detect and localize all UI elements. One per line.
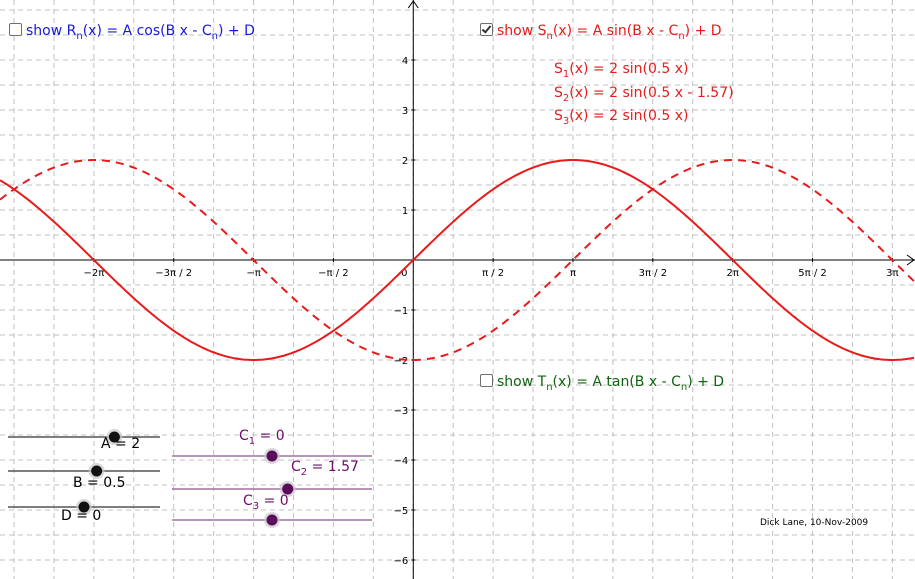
tick-labels: −2π −3π / 2 −π −π / 2 0 π / 2 π 3π / 2 2π 5π / 2 3… [83,56,898,567]
sliders[interactable] [8,429,372,528]
slider-a-label: A = 2 [101,436,141,452]
x-tick-label: −π [246,268,260,279]
show-s-checkbox[interactable] [480,23,493,36]
x-tick-label: π / 2 [482,268,504,279]
x-tick-label: −π / 2 [318,268,349,279]
slider-a-handle[interactable] [108,431,120,443]
slider-b-handle[interactable] [91,465,103,477]
show-r-checkbox-row[interactable]: show Rn(x) = A cos(B x - Cn) + D [9,22,255,45]
curve-s1 [0,159,915,361]
x-axis-arrow [906,254,915,266]
show-s-checkbox-row[interactable]: show Sn(x) = A sin(B x - Cn) + D [480,22,722,45]
x-tick-label: 3π / 2 [639,268,667,279]
slider-c3-handle[interactable] [266,514,278,526]
y-axis-arrow [407,0,419,9]
x-tick-label: 3π [886,268,898,279]
formula-s1: S1(x) = 2 sin(0.5 x) [554,61,689,80]
x-tick-label: −3π / 2 [155,268,192,279]
show-t-checkbox-row[interactable]: show Tn(x) = A tan(B x - Cn) + D [480,373,724,396]
show-r-label: show Rn(x) = A cos(B x - Cn) + D [26,23,255,42]
author-credit: Dick Lane, 10-Nov-2009 [760,518,869,528]
formula-s3: S3(x) = 2 sin(0.5 x) [554,108,689,127]
y-tick-label: 1 [402,206,408,217]
y-tick-label: −5 [394,506,409,517]
slider-c3-label: C3 = 0 [243,493,289,512]
x-tick-label: −2π [83,268,104,279]
y-tick-label: −3 [394,406,409,417]
slider-d-label: D = 0 [61,508,102,524]
slider-b-label: B = 0.5 [73,475,126,491]
y-tick-label: 2 [402,156,408,167]
show-s-label: show Sn(x) = A sin(B x - Cn) + D [497,23,722,42]
x-tick-label: 0 [401,268,407,279]
x-tick-label: 2π [726,268,738,279]
y-tick-label: −4 [394,456,409,467]
slider-c2-handle[interactable] [282,483,294,495]
x-tick-label: 5π / 2 [798,268,826,279]
formula-s2: S2(x) = 2 sin(0.5 x - 1.57) [554,85,734,104]
x-tick-label: π [570,268,576,279]
y-tick-label: 3 [402,106,408,117]
curves [0,159,915,361]
y-tick-label: −6 [394,556,409,567]
slider-c1-handle[interactable] [266,450,278,462]
slider-c1-label: C1 = 0 [239,428,285,447]
y-tick-label: −2 [394,356,409,367]
slider-d-handle[interactable] [78,501,90,513]
show-t-checkbox[interactable] [480,374,493,387]
y-tick-label: −1 [394,306,409,317]
slider-c2-label: C2 = 1.57 [291,459,359,478]
y-tick-label: 4 [402,56,408,67]
show-t-label: show Tn(x) = A tan(B x - Cn) + D [497,374,725,393]
curve-s2 [0,159,915,361]
show-r-checkbox[interactable] [9,23,22,36]
